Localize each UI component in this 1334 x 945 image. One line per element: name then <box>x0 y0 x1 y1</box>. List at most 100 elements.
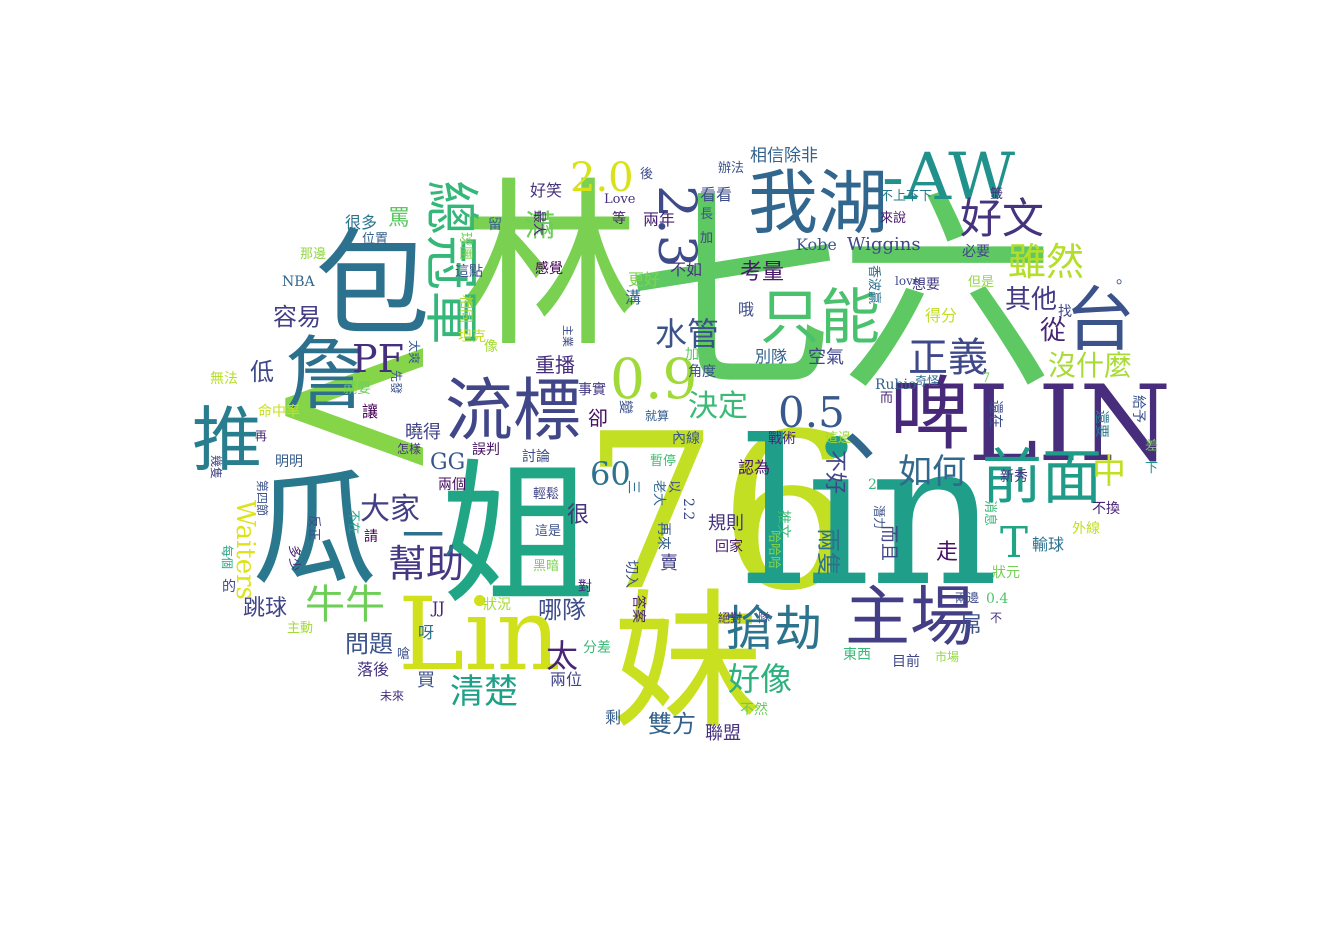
word: 像 <box>484 339 498 355</box>
word: 就要 <box>343 381 371 397</box>
word: 差 <box>1145 439 1159 454</box>
word: 大家 <box>360 492 420 527</box>
word: 絕對 <box>718 611 743 625</box>
word: 奇怪 <box>915 374 940 388</box>
word: 聯盟 <box>705 723 741 744</box>
word: 清楚 <box>450 672 518 712</box>
word: 流標 <box>445 372 582 451</box>
word: 三 <box>625 480 641 494</box>
word: 新秀 <box>1000 469 1028 485</box>
word: 走 <box>936 540 959 565</box>
word: 不換 <box>1092 501 1120 517</box>
word: JJ <box>432 598 445 617</box>
word: 不如 <box>670 260 703 279</box>
word: lin <box>742 398 999 631</box>
word: 好笑 <box>530 181 563 200</box>
word: 幾隻 <box>209 455 223 480</box>
word: 包 <box>315 218 431 352</box>
word: 很多 <box>345 213 378 232</box>
word: 請 <box>364 529 378 545</box>
word: 消息 <box>982 500 997 527</box>
word: 瓜 <box>252 458 377 603</box>
word: 回家 <box>715 539 743 555</box>
word: 空氣 <box>808 347 844 368</box>
word: 球團 <box>457 232 473 260</box>
word: 未來 <box>380 689 405 703</box>
word: 主業 <box>561 325 574 347</box>
word: 分差 <box>583 640 611 656</box>
word: 不 <box>990 611 1003 625</box>
word: 哦 <box>738 300 755 319</box>
word: 太 <box>546 637 579 675</box>
word: Rubio <box>875 377 917 393</box>
word: 最大 <box>531 210 546 237</box>
word: 考量 <box>740 260 785 285</box>
word: 2.0 <box>570 155 634 201</box>
word: 而且 <box>878 525 899 561</box>
word: 那邊 <box>300 247 327 262</box>
word: 給予 <box>1130 395 1146 423</box>
word: Love <box>604 192 636 207</box>
word: 命中率 <box>258 404 300 420</box>
word: 如何 <box>898 452 966 492</box>
word: 剩 <box>605 708 622 727</box>
word: 嗆 <box>397 647 411 662</box>
word: 0.9 <box>610 347 698 411</box>
word: GG <box>430 450 466 475</box>
word: 幫助 <box>388 542 465 586</box>
word: 外線 <box>1072 521 1100 537</box>
word: 留 <box>488 217 502 233</box>
word: 、 <box>842 370 932 475</box>
word: 而 <box>880 391 894 406</box>
word: 每個 <box>220 545 234 570</box>
word: 這點 <box>455 264 483 280</box>
word: Wiggins <box>847 234 921 255</box>
word: 暫停 <box>650 454 677 469</box>
word: 只能 <box>760 283 880 353</box>
word: 切入 <box>623 560 639 588</box>
word: love <box>895 274 920 288</box>
word: 啤 <box>890 368 970 461</box>
word: 認為 <box>738 458 771 477</box>
word: 60 <box>590 455 631 493</box>
word: 輸球 <box>1032 535 1065 554</box>
word: 兩位 <box>550 670 583 689</box>
word: 從 <box>1040 316 1067 346</box>
word: 兩年 <box>643 210 676 229</box>
word: 對 <box>578 579 592 595</box>
word: 無法 <box>210 371 238 387</box>
word: 答案 <box>630 595 646 623</box>
word: 台 <box>1065 279 1135 361</box>
word: 買 <box>417 670 435 691</box>
word: 水管 <box>655 315 720 353</box>
word: 市場 <box>935 650 960 664</box>
word: 滿 <box>525 209 555 244</box>
word: 雖然 <box>1008 240 1085 284</box>
word: 2.2 <box>680 498 696 521</box>
word: 哈哈哈 <box>766 530 781 570</box>
word: 討論 <box>522 449 550 465</box>
word: Kobe <box>796 235 837 254</box>
word: 黑暗 <box>533 559 560 574</box>
word: 哪隊 <box>538 596 586 624</box>
word: 角度 <box>688 364 716 380</box>
word: 相同 <box>457 295 473 323</box>
word: 狀況 <box>483 597 511 613</box>
word: 好像 <box>728 660 793 698</box>
word: -AW <box>882 140 1016 215</box>
word: 內線 <box>672 431 700 447</box>
word: 想要 <box>912 277 940 293</box>
word: 必要 <box>962 244 990 260</box>
word: 得分 <box>925 306 958 325</box>
word: 這邊 <box>825 431 852 446</box>
word: 狀元 <box>992 565 1020 581</box>
word: 姐 <box>440 445 595 626</box>
word: 辦法 <box>718 161 745 176</box>
word: 其他 <box>1005 285 1058 315</box>
word: 戰術 <box>768 431 796 447</box>
word: 一, <box>402 511 458 560</box>
word: LIN <box>968 363 1172 485</box>
word: 再 <box>255 429 268 443</box>
word: 還在 <box>987 400 1003 428</box>
